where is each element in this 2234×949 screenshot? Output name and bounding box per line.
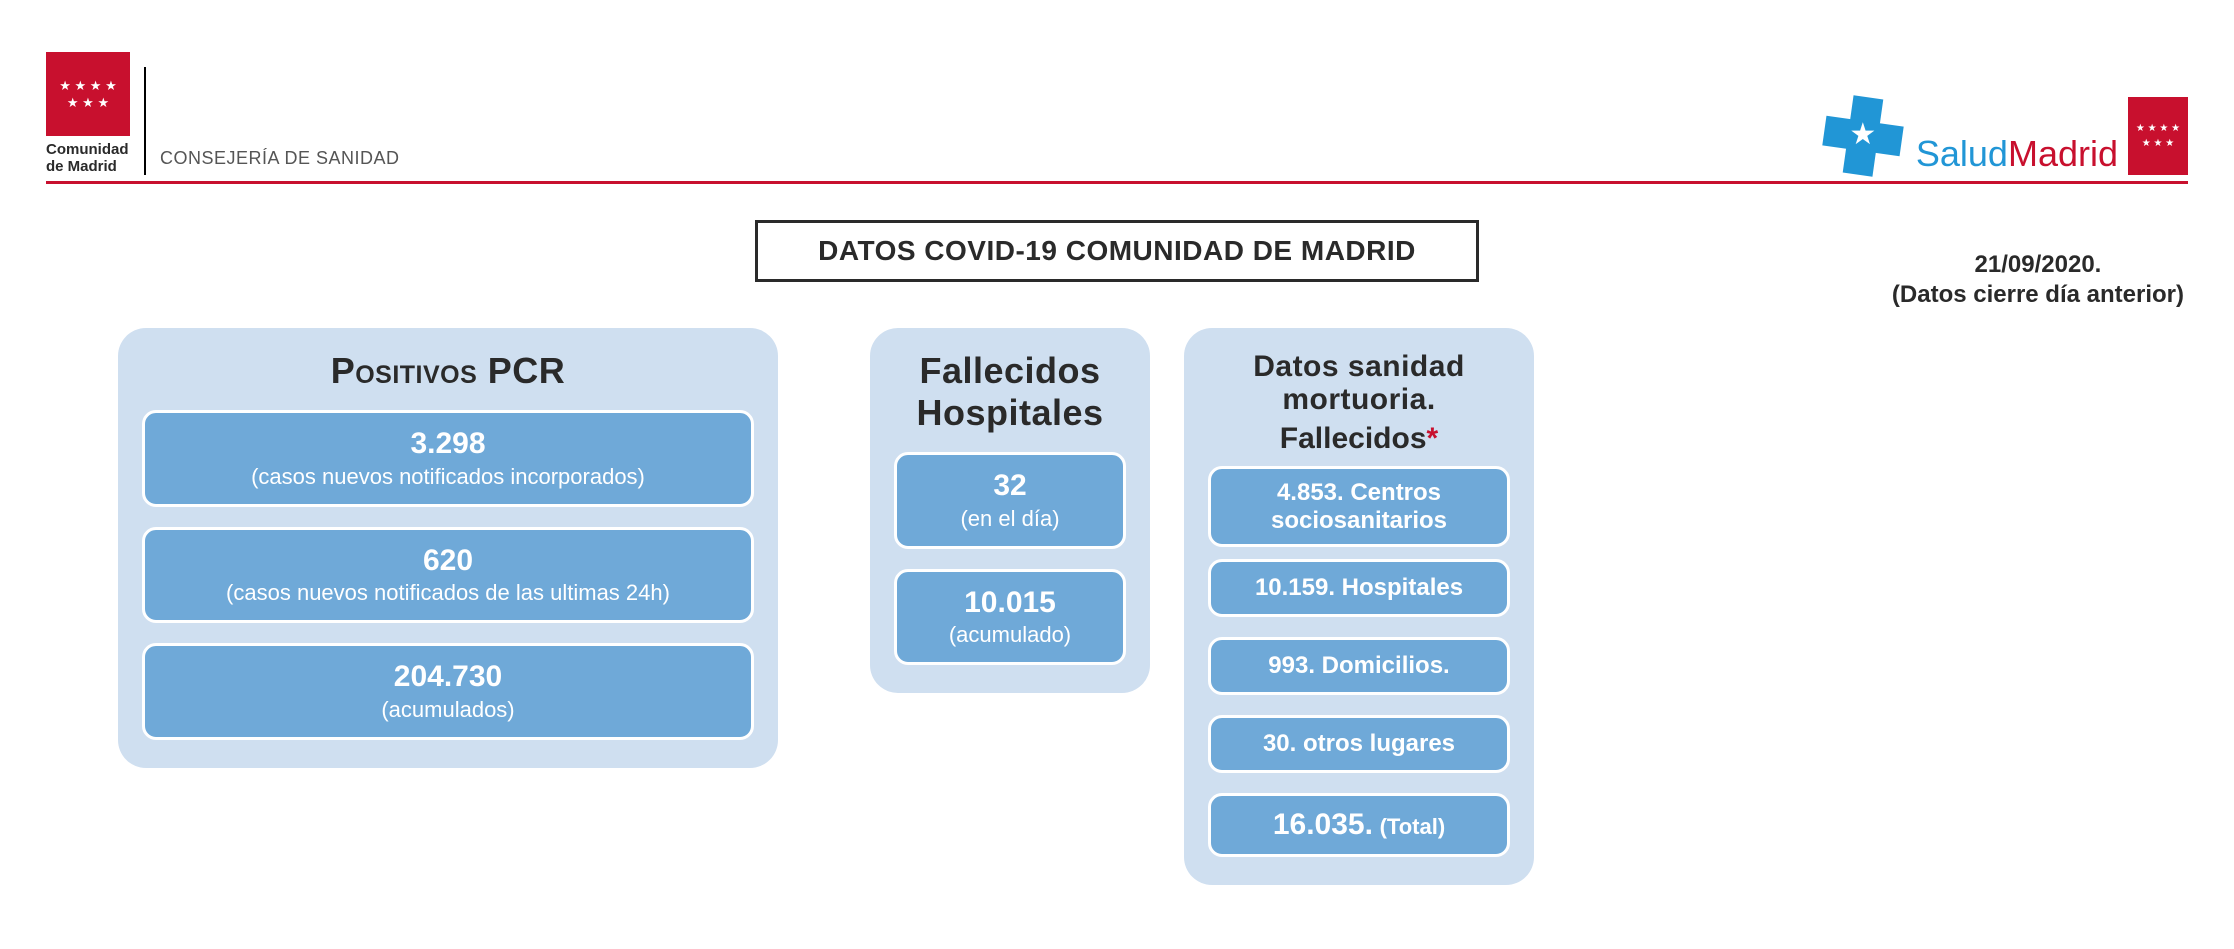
stat-pill: 204.730(acumulados)	[142, 643, 754, 740]
stat-pill: 30. otros lugares	[1208, 715, 1510, 773]
title-row: DATOS COVID-19 COMUNIDAD DE MADRID 21/09…	[46, 220, 2188, 282]
org-name: Comunidad de Madrid	[46, 142, 130, 175]
card-fallecidos-hospitales: FallecidosHospitales 32(en el día) 10.015…	[870, 328, 1150, 693]
madrid-flag-small-icon: ★ ★ ★ ★ ★ ★ ★	[2128, 97, 2188, 175]
header-divider	[144, 67, 146, 175]
card-positivos-pcr: Positivos PCR 3.298(casos nuevos notific…	[118, 328, 778, 768]
madrid-flag-icon: ★ ★ ★ ★ ★ ★ ★	[46, 52, 130, 136]
header-bar: ★ ★ ★ ★ ★ ★ ★ Comunidad de Madrid CONSEJ…	[46, 52, 2188, 184]
page-title: DATOS COVID-19 COMUNIDAD DE MADRID	[755, 220, 1479, 282]
department-label: CONSEJERÍA DE SANIDAD	[160, 148, 400, 169]
stat-pill: 32(en el día)	[894, 452, 1126, 549]
card-subheading: Fallecidos*	[1208, 422, 1510, 456]
header-left: ★ ★ ★ ★ ★ ★ ★ Comunidad de Madrid CONSEJ…	[46, 52, 400, 175]
comunidad-madrid-block: ★ ★ ★ ★ ★ ★ ★ Comunidad de Madrid	[46, 52, 130, 175]
stat-pill: 993. Domicilios.	[1208, 637, 1510, 695]
salud-madrid-icon: ★	[1824, 97, 1902, 175]
stat-pill: 10.015(acumulado)	[894, 569, 1126, 666]
report-date: 21/09/2020. (Datos cierre día anterior)	[1892, 250, 2184, 310]
stat-pill: 620(casos nuevos notificados de las ulti…	[142, 527, 754, 624]
card-heading: FallecidosHospitales	[894, 350, 1126, 434]
card-sanidad-mortuoria: Datos sanidadmortuoria. Fallecidos* 4.85…	[1184, 328, 1534, 885]
header-right: ★ SaludMadrid ★ ★ ★ ★ ★ ★ ★	[1824, 97, 2188, 175]
stat-pill: 10.159. Hospitales	[1208, 559, 1510, 617]
salud-madrid-brand: SaludMadrid ★ ★ ★ ★ ★ ★ ★	[1916, 97, 2188, 175]
stat-pill: 4.853. Centrossociosanitarios	[1208, 466, 1510, 547]
stat-pill-total: 16.035. (Total)	[1208, 793, 1510, 857]
card-heading: Datos sanidadmortuoria.	[1208, 350, 1510, 416]
card-heading: Positivos PCR	[142, 350, 754, 392]
stat-pill: 3.298(casos nuevos notificados incorpora…	[142, 410, 754, 507]
cards-row: Positivos PCR 3.298(casos nuevos notific…	[46, 328, 2188, 885]
